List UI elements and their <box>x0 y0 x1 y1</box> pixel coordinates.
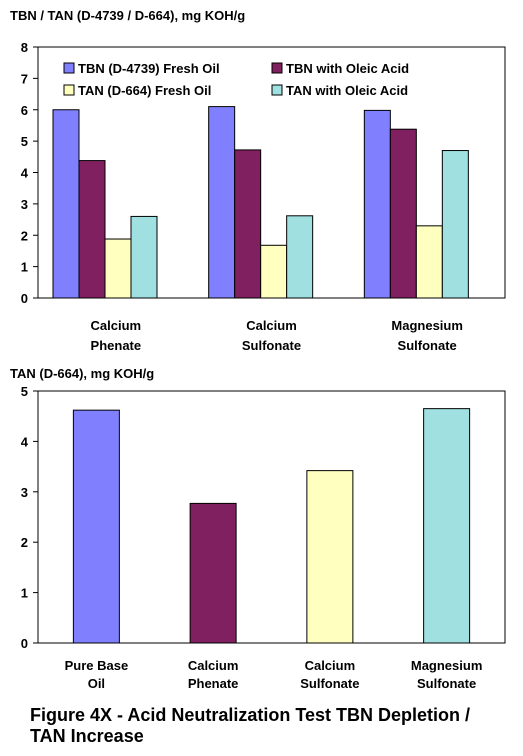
chart1-legend-entry: TBN with Oleic Acid <box>286 61 409 76</box>
chart1-bar <box>130 215 158 299</box>
chart1-bar <box>52 109 80 299</box>
chart2-category-label: Calcium <box>305 658 356 673</box>
chart2-category-label: Calcium <box>188 658 239 673</box>
chart2-category-label: Phenate <box>188 676 239 691</box>
chart1-y-tick-label: 7 <box>21 71 28 86</box>
chart2-y-axis-title: TAN (D-664), mg KOH/g <box>10 366 154 381</box>
chart1-bar <box>389 128 417 299</box>
chart1-bar <box>208 106 236 299</box>
chart1-bar <box>260 244 288 299</box>
chart2-category-label: Sulfonate <box>300 676 359 691</box>
chart1-category-label: Sulfonate <box>242 338 301 353</box>
chart2-plot-frame <box>37 390 506 644</box>
chart1-y-axis-title: TBN / TAN (D-4739 / D-664), mg KOH/g <box>10 8 245 23</box>
chart2-y-tick-label: 4 <box>21 434 29 449</box>
chart1-bar <box>104 238 132 299</box>
chart-figure: TBN / TAN (D-4739 / D-664), mg KOH/g 0 1 2 3… <box>10 8 506 691</box>
figure-caption: Figure 4X - Acid Neutralization Test TBN… <box>30 705 471 746</box>
chart1-bar <box>78 160 106 299</box>
chart1-bar <box>363 109 391 299</box>
chart1-legend-swatch <box>63 62 75 74</box>
chart2-category-label: Sulfonate <box>417 676 476 691</box>
chart1-y-tick-label: 2 <box>21 228 28 243</box>
chart2-bar <box>72 409 120 644</box>
chart1-bar <box>415 225 443 299</box>
chart2-bar <box>423 408 471 644</box>
chart2-y-tick-label: 2 <box>21 535 28 550</box>
chart1-category-label: Magnesium <box>391 318 463 333</box>
chart1-legend-swatch <box>63 84 75 96</box>
chart1-y-tick-label: 1 <box>21 260 28 275</box>
chart1-category-label: Calcium <box>91 318 142 333</box>
chart1-category-label: Sulfonate <box>398 338 457 353</box>
chart1-legend-entry: TBN (D-4739) Fresh Oil <box>78 61 220 76</box>
chart2-category-label: Magnesium <box>411 658 483 673</box>
chart1-bar <box>234 149 262 299</box>
chart1-y-tick-label: 6 <box>21 103 28 118</box>
chart2-y-tick-label: 3 <box>21 485 28 500</box>
chart1-legend-swatch <box>271 84 283 96</box>
chart1-y-tick-label: 4 <box>21 166 29 181</box>
chart1-y-tick-label: 3 <box>21 197 28 212</box>
chart1-category-label: Calcium <box>246 318 297 333</box>
chart1-legend-entry: TAN (D-664) Fresh Oil <box>78 83 211 98</box>
chart2-y-tick-label: 0 <box>21 636 28 651</box>
chart1-legend-swatch <box>271 62 283 74</box>
chart2-bar <box>189 502 237 644</box>
chart1-bar <box>286 215 314 299</box>
chart1-y-tick-label: 8 <box>21 40 28 55</box>
chart1-category-label: Phenate <box>91 338 142 353</box>
chart1-bar <box>441 150 469 299</box>
chart2-bar <box>306 470 354 644</box>
chart1-y-tick-label: 0 <box>21 291 28 306</box>
chart1-y-tick-label: 5 <box>21 134 28 149</box>
chart2-category-label: Pure Base <box>65 658 129 673</box>
chart2-y-tick-label: 1 <box>21 586 28 601</box>
chart2-y-tick-label: 5 <box>21 384 28 399</box>
chart1-legend-entry: TAN with Oleic Acid <box>286 83 408 98</box>
chart2-category-label: Oil <box>88 676 105 691</box>
